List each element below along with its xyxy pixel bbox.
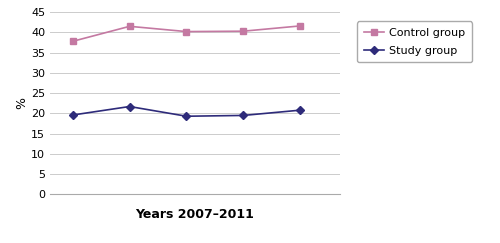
Study group <box>297 109 303 112</box>
Control group <box>184 30 190 33</box>
Study group <box>240 114 246 117</box>
X-axis label: Years 2007–2011: Years 2007–2011 <box>136 208 254 221</box>
Legend: Control group, Study group: Control group, Study group <box>357 21 472 62</box>
Control group <box>70 40 75 43</box>
Study group <box>184 115 190 118</box>
Study group <box>70 113 75 116</box>
Control group <box>297 25 303 27</box>
Control group <box>126 25 132 28</box>
Line: Study group: Study group <box>70 104 303 119</box>
Study group <box>126 105 132 108</box>
Line: Control group: Control group <box>70 23 303 44</box>
Control group <box>240 30 246 33</box>
Y-axis label: %: % <box>15 97 28 109</box>
